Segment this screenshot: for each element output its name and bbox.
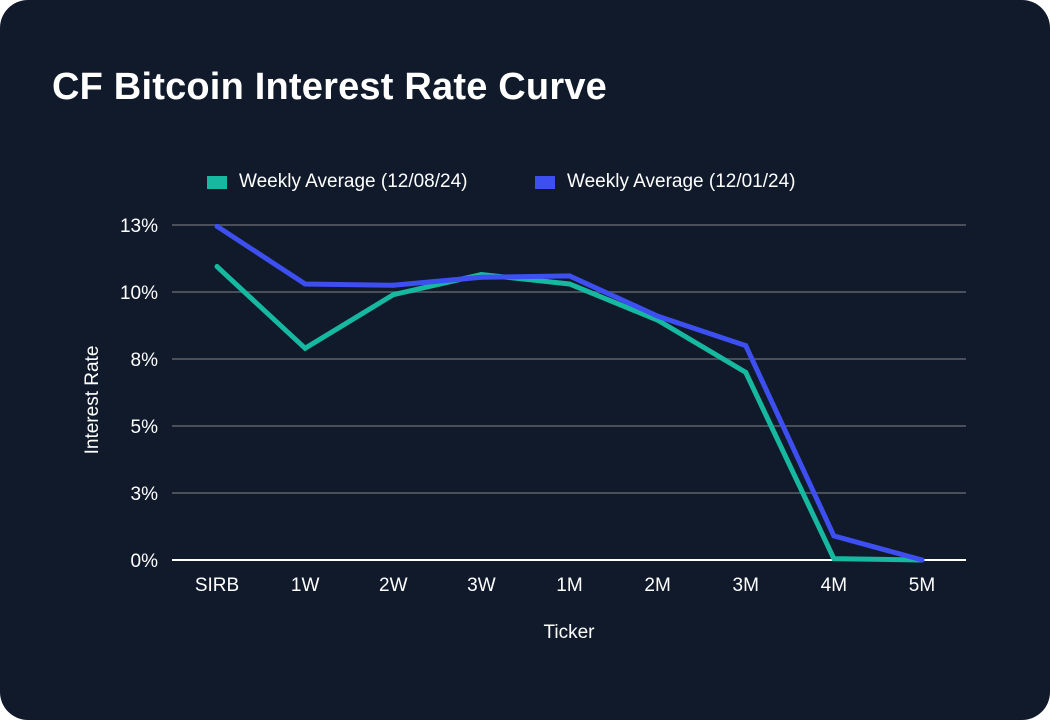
data-point-12-08-24-1m[interactable] bbox=[567, 281, 572, 287]
data-point-12-01-24-5m[interactable] bbox=[919, 557, 925, 563]
x-tick-label: 4M bbox=[821, 575, 847, 596]
data-point-12-08-24-2w[interactable] bbox=[390, 292, 396, 298]
data-point-12-08-24-sirb[interactable] bbox=[214, 264, 220, 270]
x-tick-label: 2W bbox=[379, 575, 408, 596]
data-point-12-01-24-2w[interactable] bbox=[390, 282, 396, 288]
data-point-12-01-24-3w[interactable] bbox=[478, 274, 484, 280]
y-tick-label: 0% bbox=[131, 551, 159, 572]
x-tick-label: SIRB bbox=[195, 575, 239, 596]
x-tick-label: 3W bbox=[467, 575, 496, 596]
x-axis-label: Ticker bbox=[543, 622, 595, 643]
y-tick-label: 10% bbox=[120, 283, 158, 304]
data-point-12-01-24-3m[interactable] bbox=[743, 343, 749, 349]
legend-item-weekly-average-12-08-24[interactable]: Weekly Average (12/08/24) bbox=[207, 170, 468, 194]
legend-swatch-12-01-24 bbox=[535, 175, 555, 189]
chart-title: CF Bitcoin Interest Rate Curve bbox=[52, 66, 607, 108]
series-lines bbox=[214, 223, 925, 563]
data-point-12-01-24-1w[interactable] bbox=[302, 281, 308, 287]
y-tick-label: 8% bbox=[131, 350, 159, 371]
legend-label-12-01-24: Weekly Average (12/01/24) bbox=[567, 171, 796, 192]
data-point-12-01-24-1m[interactable] bbox=[567, 273, 572, 279]
data-point-12-08-24-4m[interactable] bbox=[831, 556, 837, 562]
x-axis-ticks: SIRB 1W 2W 3W 1M 2M 3M 4M 5M bbox=[195, 575, 935, 596]
legend-item-weekly-average-12-01-24[interactable]: Weekly Average (12/01/24) bbox=[535, 170, 796, 194]
y-axis-ticks: 0% 3% 5% 8% 10% 13% bbox=[120, 216, 158, 572]
legend-swatch-12-08-24 bbox=[207, 175, 227, 189]
data-point-12-08-24-3m[interactable] bbox=[743, 369, 749, 375]
x-tick-label: 1M bbox=[556, 575, 582, 596]
y-tick-label: 5% bbox=[131, 417, 159, 438]
legend-label-12-08-24: Weekly Average (12/08/24) bbox=[239, 171, 468, 192]
x-tick-label: 5M bbox=[909, 575, 935, 596]
data-point-12-01-24-4m[interactable] bbox=[831, 533, 837, 539]
data-point-12-01-24-2m[interactable] bbox=[655, 313, 661, 319]
x-tick-label: 2M bbox=[644, 575, 670, 596]
data-point-12-01-24-sirb[interactable] bbox=[214, 223, 220, 229]
y-axis-label: Interest Rate bbox=[82, 346, 103, 455]
legend: Weekly Average (12/08/24) Weekly Average… bbox=[0, 170, 1050, 194]
x-tick-label: 1W bbox=[291, 575, 320, 596]
x-tick-label: 3M bbox=[733, 575, 759, 596]
gridlines bbox=[172, 224, 966, 561]
data-point-12-08-24-1w[interactable] bbox=[302, 345, 308, 351]
series-line-12-08-24[interactable] bbox=[215, 264, 923, 563]
y-tick-label: 13% bbox=[120, 216, 158, 237]
y-tick-label: 3% bbox=[131, 484, 159, 505]
